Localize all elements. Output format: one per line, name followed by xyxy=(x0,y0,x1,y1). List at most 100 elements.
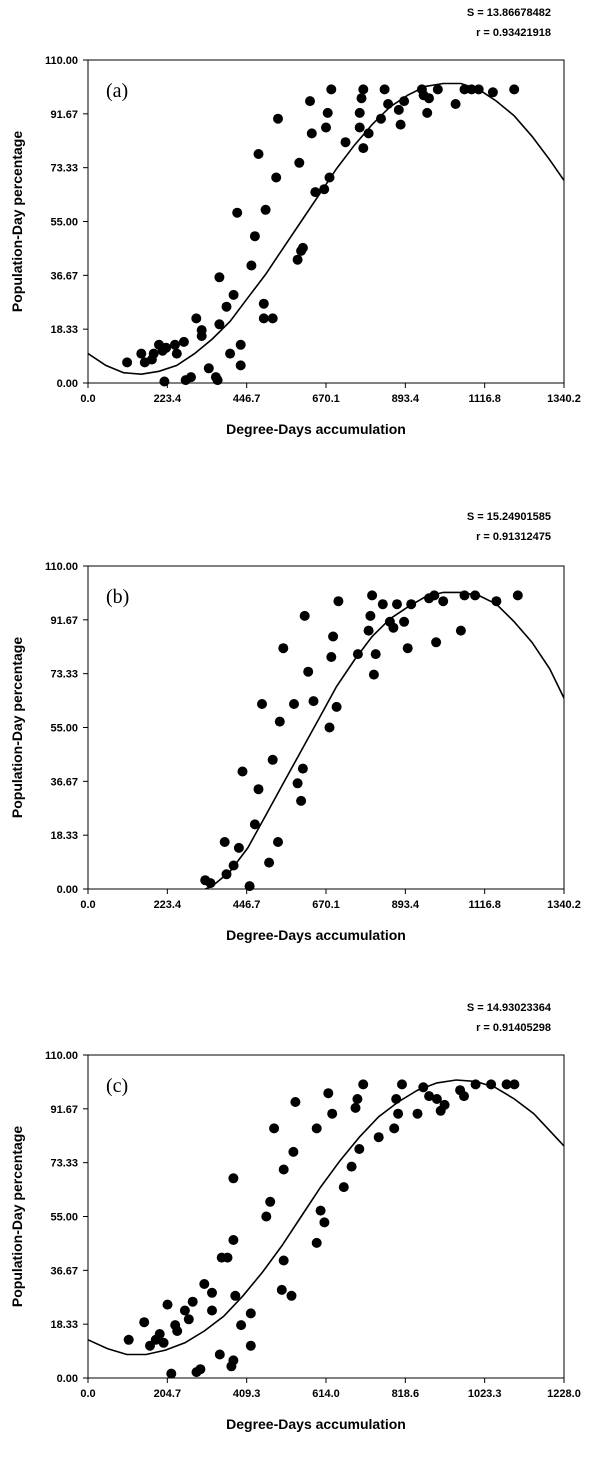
y-axis-label: Population-Day percentage xyxy=(9,131,25,312)
x-tick-label: 893.4 xyxy=(392,899,420,911)
data-point xyxy=(356,93,367,104)
chart-panel-3: 0.0 204.7 409.3 614.0 818.6 1023.3 1228.0 0.00 1… xyxy=(9,1002,581,1432)
data-point xyxy=(158,1337,169,1348)
x-tick-label: 1116.8 xyxy=(468,899,500,911)
data-point xyxy=(363,625,374,636)
data-point xyxy=(429,590,440,601)
data-point xyxy=(203,363,214,374)
fit-statistic: r = 0.91405298 xyxy=(476,1022,551,1034)
data-point xyxy=(354,1144,365,1154)
data-point xyxy=(424,93,434,104)
data-point xyxy=(323,1088,334,1099)
data-point xyxy=(237,766,248,777)
panel-label: (b) xyxy=(106,586,129,608)
x-tick-label: 818.6 xyxy=(392,1388,420,1400)
data-point xyxy=(161,342,172,353)
data-point xyxy=(290,1097,301,1107)
data-point xyxy=(333,596,344,607)
data-point xyxy=(310,187,321,198)
data-point xyxy=(424,1091,435,1102)
data-point xyxy=(267,313,278,324)
y-tick-label: 110.00 xyxy=(45,1050,78,1062)
data-point xyxy=(399,616,410,627)
data-point xyxy=(228,1173,239,1184)
data-point xyxy=(148,348,159,359)
data-point xyxy=(331,701,342,712)
x-tick-label: 1116.8 xyxy=(468,393,500,405)
data-point xyxy=(288,1146,299,1157)
x-axis-label: Degree-Days accumulation xyxy=(226,421,406,437)
data-point xyxy=(245,1308,256,1319)
data-point xyxy=(214,1349,225,1360)
y-tick-label: 18.33 xyxy=(50,830,78,842)
data-point xyxy=(257,699,267,709)
data-point xyxy=(191,313,202,324)
y-tick-label: 91.67 xyxy=(50,615,78,627)
y-tick-label: 0.00 xyxy=(57,1373,78,1385)
y-tick-label: 18.33 xyxy=(50,1319,78,1331)
data-point xyxy=(379,84,390,95)
data-point xyxy=(373,1132,384,1143)
data-point xyxy=(466,84,477,95)
x-axis-label: Degree-Days accumulation xyxy=(226,1416,406,1432)
data-point xyxy=(292,254,303,265)
data-point xyxy=(459,590,470,601)
data-point xyxy=(207,1305,217,1316)
data-point xyxy=(367,590,378,601)
data-point xyxy=(321,122,331,133)
chart-panel-1: 0.0 223.4 446.7 670.1 893.4 1116.8 1340.2 0.00 1… xyxy=(9,7,581,437)
data-point xyxy=(245,1340,256,1351)
data-point xyxy=(214,272,225,283)
chart-panel-2: 0.0 223.4 446.7 670.1 893.4 1116.8 1340.2 0.00 1… xyxy=(9,511,581,943)
data-point xyxy=(491,596,502,607)
data-point xyxy=(265,1196,276,1207)
data-point xyxy=(246,260,257,271)
data-point xyxy=(376,113,386,124)
y-tick-label: 55.00 xyxy=(50,1212,78,1224)
x-tick-label: 223.4 xyxy=(154,393,182,405)
data-point xyxy=(358,143,369,154)
data-point xyxy=(170,339,180,350)
x-tick-label: 893.4 xyxy=(392,393,420,405)
data-point xyxy=(221,301,232,312)
data-point xyxy=(228,1235,239,1245)
x-tick-label: 1340.2 xyxy=(547,899,581,911)
data-point xyxy=(258,313,269,324)
data-point xyxy=(422,107,433,118)
data-point xyxy=(296,795,307,806)
x-tick-label: 409.3 xyxy=(233,1388,261,1400)
data-point xyxy=(377,599,388,610)
data-point xyxy=(308,696,319,707)
data-point xyxy=(297,242,308,253)
x-tick-label: 446.7 xyxy=(233,393,261,405)
data-point xyxy=(269,1123,280,1134)
data-point xyxy=(473,84,484,95)
data-point xyxy=(311,1237,322,1248)
data-point xyxy=(235,360,246,371)
data-point xyxy=(358,1079,369,1090)
data-point xyxy=(305,96,315,107)
data-point xyxy=(236,1320,247,1331)
panel-label: (a) xyxy=(106,80,128,102)
data-point xyxy=(350,1102,361,1113)
x-tick-label: 1340.2 xyxy=(547,393,581,405)
data-point xyxy=(267,754,278,765)
x-tick-label: 446.7 xyxy=(233,899,261,911)
y-tick-label: 73.33 xyxy=(50,1158,78,1170)
fit-statistic: S = 13.86678482 xyxy=(467,7,551,19)
data-point xyxy=(470,590,481,601)
y-tick-label: 36.67 xyxy=(50,776,78,788)
data-point xyxy=(166,1368,177,1379)
x-tick-label: 223.4 xyxy=(154,899,182,911)
data-point xyxy=(324,172,335,183)
data-point xyxy=(402,643,413,654)
data-point xyxy=(162,1299,173,1310)
y-tick-label: 18.33 xyxy=(50,324,78,336)
y-tick-label: 36.67 xyxy=(50,270,78,282)
data-point xyxy=(358,84,369,95)
data-point xyxy=(172,1326,183,1336)
data-point xyxy=(186,372,196,383)
x-tick-label: 614.0 xyxy=(312,1388,340,1400)
data-point xyxy=(324,722,335,733)
data-point xyxy=(303,666,314,677)
